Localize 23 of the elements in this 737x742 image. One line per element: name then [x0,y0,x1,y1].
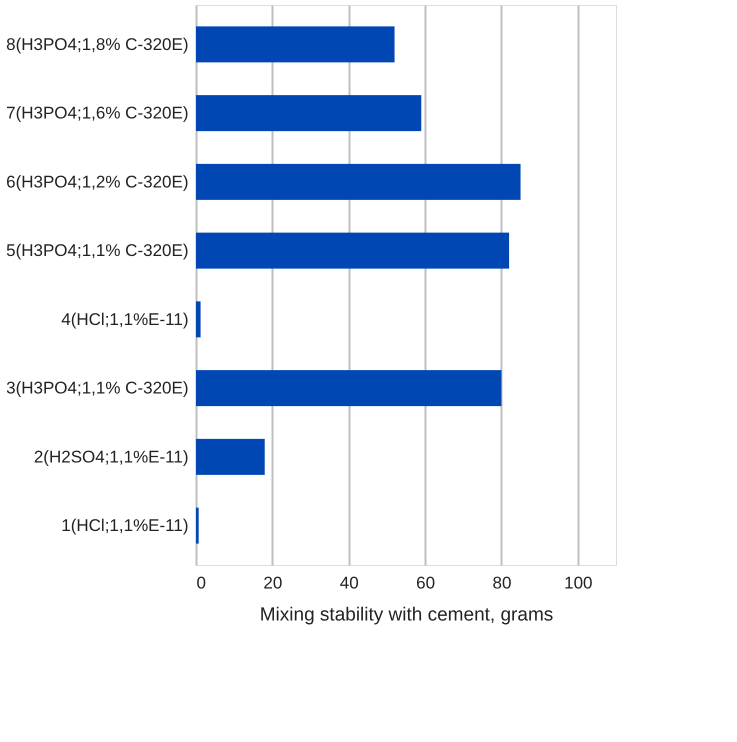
bar [196,164,521,200]
y-tick-label: 3(H3PO4;1,1% C-320E) [6,378,188,398]
y-tick-label: 1(HCl;1,1%E-11) [61,516,188,536]
x-tick-label: 100 [564,574,593,592]
bar [196,508,199,544]
x-tick-label: 0 [196,574,206,592]
bar [196,438,265,475]
y-tick-label: 5(H3PO4;1,1% C-320E) [6,241,188,260]
x-tick-label: 20 [263,574,282,592]
y-tick-label: 7(H3PO4;1,6% C-320E) [6,104,188,123]
bar [196,232,510,269]
x-tick-label: 40 [340,574,359,592]
bar [196,26,395,62]
bar [196,95,422,132]
bar [196,370,502,406]
bar [196,301,201,338]
y-tick-label: 8(H3PO4;1,8% C-320E) [6,34,188,54]
x-axis-title: Mixing stability with cement, grams [260,604,554,626]
y-tick-label: 2(H2SO4;1,1%E-11) [34,447,188,466]
x-tick-label: 60 [416,574,436,592]
y-tick-label: 6(H3PO4;1,2% C-320E) [6,172,188,192]
y-tick-label: 4(HCl;1,1%E-11) [61,310,188,329]
x-tick-label: 80 [492,574,512,592]
